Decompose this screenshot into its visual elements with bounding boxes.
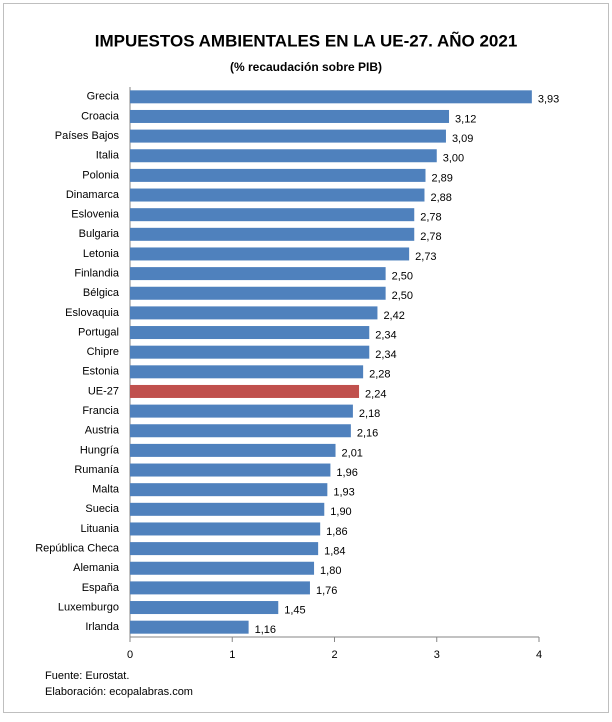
value-label: 3,12 [455,113,476,125]
bar [130,384,360,398]
value-label: 2,73 [415,251,436,263]
value-label: 2,18 [359,408,380,420]
y-tick-label: Bulgaria [79,228,120,240]
y-tick-label: Bélgica [83,287,120,299]
value-label: 1,84 [324,546,345,558]
y-tick-label: Grecia [87,91,120,103]
value-label: 2,28 [369,369,390,381]
bar [130,365,364,379]
y-tick-label: Rumanía [74,464,120,476]
value-label: 1,45 [284,604,305,616]
x-tick-label: 1 [229,649,235,661]
value-label: 2,16 [357,428,378,440]
bar [130,620,249,634]
y-tick-label: Eslovenia [71,209,120,221]
bar [130,483,328,497]
y-tick-label: Hungría [80,444,120,456]
bar [130,267,386,281]
value-label: 1,96 [336,467,357,479]
bar [130,188,425,202]
y-tick-label: Luxemburgo [58,601,119,613]
bar [130,581,310,595]
y-tick-label: Eslovaquia [65,307,120,319]
y-tick-label: Italia [96,150,120,162]
x-tick-label: 0 [127,649,133,661]
bar [130,463,331,477]
bar [130,90,532,104]
bar [130,306,378,320]
x-tick-label: 4 [536,649,542,661]
chart-subtitle: (% recaudación sobre PIB) [230,60,382,74]
value-label: 2,50 [392,271,413,283]
value-label: 2,89 [432,172,453,184]
x-tick-label: 2 [331,649,337,661]
source-note: Fuente: Eurostat. [45,670,129,682]
bar [130,522,321,536]
y-tick-label: Francia [82,405,120,417]
value-label: 3,09 [452,133,473,145]
bar [130,168,426,182]
value-label: 2,78 [420,231,441,243]
y-tick-label: Estonia [82,366,120,378]
value-label: 2,42 [383,310,404,322]
value-label: 1,90 [330,506,351,518]
y-tick-label: Países Bajos [55,130,120,142]
x-tick-label: 3 [434,649,440,661]
bar [130,227,415,241]
bar [130,109,450,123]
y-tick-label: UE-27 [88,385,119,397]
y-tick-label: España [82,582,120,594]
value-label: 1,93 [333,487,354,499]
value-label: 2,01 [342,447,363,459]
y-tick-label: Letonia [83,248,120,260]
bar [130,424,351,438]
bar [130,247,410,261]
y-tick-label: Austria [85,425,120,437]
bar [130,561,315,575]
y-tick-label: Chipre [87,346,119,358]
bar [130,404,353,418]
y-tick-label: Irlanda [85,621,120,633]
y-tick-label: Alemania [73,562,120,574]
value-label: 3,93 [538,94,559,106]
y-tick-label: Lituania [80,523,119,535]
bar [130,502,325,516]
y-tick-label: Finlandia [74,268,120,280]
y-tick-label: Polonia [82,169,120,181]
bar [130,542,319,556]
value-label: 2,34 [375,329,396,341]
value-label: 1,76 [316,585,337,597]
value-label: 2,50 [392,290,413,302]
value-label: 1,16 [255,624,276,636]
bar [130,443,336,457]
y-tick-label: República Checa [35,543,120,555]
bar [130,326,370,340]
value-label: 1,86 [326,526,347,538]
y-tick-label: Dinamarca [66,189,120,201]
bar [130,149,437,163]
y-tick-label: Suecia [85,503,120,515]
value-label: 2,34 [375,349,396,361]
y-tick-label: Croacia [81,110,120,122]
chart-title: IMPUESTOS AMBIENTALES EN LA UE-27. AÑO 2… [95,30,518,50]
value-label: 2,78 [420,212,441,224]
bar [130,601,279,615]
value-label: 2,24 [365,388,386,400]
bar [130,286,386,300]
bar [130,129,446,143]
value-label: 2,88 [430,192,451,204]
y-tick-label: Malta [92,484,120,496]
value-label: 3,00 [443,153,464,165]
bar [130,345,370,359]
credit-note: Elaboración: ecopalabras.com [45,686,193,698]
value-label: 1,80 [320,565,341,577]
y-tick-label: Portugal [78,326,119,338]
bar [130,208,415,222]
